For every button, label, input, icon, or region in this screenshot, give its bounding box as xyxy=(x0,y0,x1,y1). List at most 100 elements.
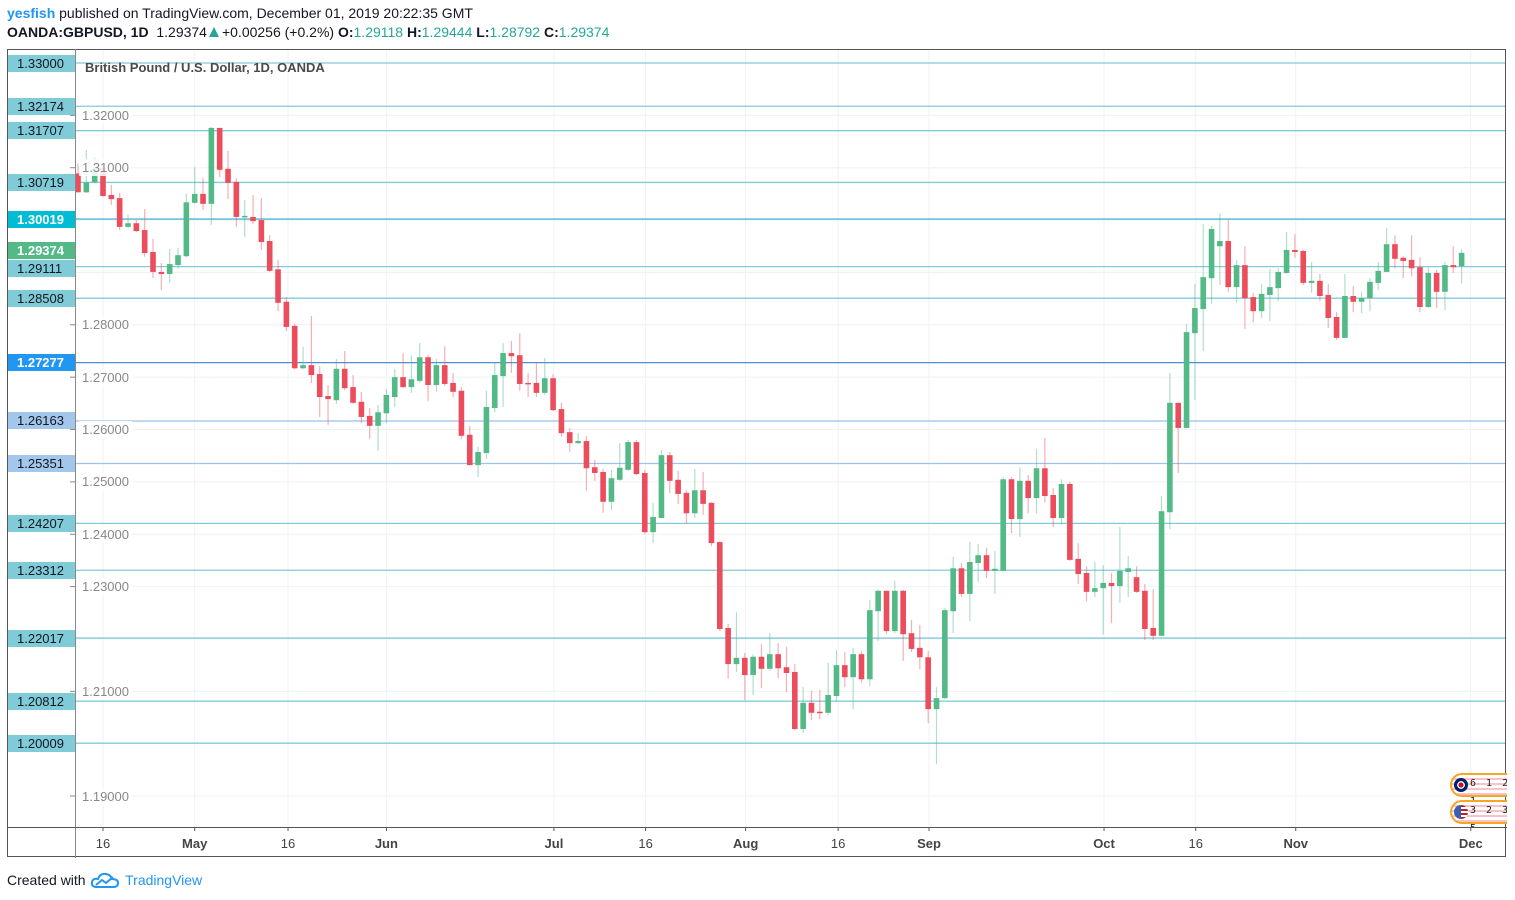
price-level-label[interactable]: 1.29111 xyxy=(8,260,75,278)
time-tick-label: Jul xyxy=(544,836,564,851)
candle-body xyxy=(1450,265,1457,268)
candle-down xyxy=(808,690,815,721)
candle-body xyxy=(1125,568,1132,572)
candle-body xyxy=(700,490,706,504)
candle-body xyxy=(491,375,498,409)
candle-body xyxy=(1442,265,1448,292)
price-level-label[interactable]: 1.22017 xyxy=(8,629,75,647)
candle-down xyxy=(533,363,540,398)
price-level-label[interactable]: 1.28508 xyxy=(8,289,75,307)
candle-body xyxy=(325,396,331,400)
candle-body xyxy=(733,657,740,665)
candle-down xyxy=(525,372,531,398)
candle-down xyxy=(316,366,323,417)
candle-body xyxy=(508,353,515,357)
candle-body xyxy=(908,633,915,649)
candle-body xyxy=(742,657,748,676)
candle-body xyxy=(1283,249,1290,273)
candle-down xyxy=(266,235,273,272)
candle-up xyxy=(1267,268,1273,322)
price-level-label[interactable]: 1.30719 xyxy=(8,173,75,191)
price-level-label[interactable]: 1.26163 xyxy=(8,412,75,430)
candle-body xyxy=(608,478,615,502)
candle-body xyxy=(241,215,248,218)
candle-body xyxy=(1358,298,1365,302)
candle-body xyxy=(867,610,873,680)
candle-up xyxy=(175,247,181,269)
price-level-label[interactable]: 1.31707 xyxy=(8,122,75,140)
candle-up xyxy=(608,469,615,511)
candle-body xyxy=(566,432,573,444)
last-price-label[interactable]: 1.29374 xyxy=(8,242,75,260)
candle-down xyxy=(1433,269,1440,309)
candle-body xyxy=(1275,271,1282,289)
up-arrow-icon xyxy=(208,27,219,37)
price-level-label[interactable]: 1.27277 xyxy=(8,354,75,372)
candle-up xyxy=(975,544,981,582)
candle-body xyxy=(1108,582,1115,587)
candle-body xyxy=(166,264,173,275)
price-level-label[interactable]: 1.33000 xyxy=(8,54,75,72)
candle-down xyxy=(783,646,790,693)
close-value: 1.29374 xyxy=(558,24,610,40)
price-tick-label: 1.27000 xyxy=(79,368,132,386)
candle-up xyxy=(1442,261,1448,311)
price-level-label[interactable]: 1.30019 xyxy=(8,210,75,228)
candle-down xyxy=(350,375,356,404)
price-tick-label: 1.19000 xyxy=(79,787,132,805)
price-tick-label: 1.24000 xyxy=(79,525,132,543)
candle-down xyxy=(550,374,556,412)
candle-down xyxy=(775,643,781,679)
candle-up xyxy=(1458,249,1465,284)
price-level-label[interactable]: 1.25351 xyxy=(8,455,75,472)
candle-down xyxy=(1333,312,1340,340)
price-level-label[interactable]: 1.23312 xyxy=(8,561,75,579)
us-flag-icon xyxy=(1454,805,1468,819)
candle-body xyxy=(450,382,456,392)
candle-body xyxy=(175,255,181,266)
us-event-marker[interactable]: 3 2 3 7 5 xyxy=(1450,800,1507,827)
candle-down xyxy=(641,469,648,535)
candle-body xyxy=(533,382,540,393)
price-level-label[interactable]: 1.20812 xyxy=(8,692,75,710)
candle-body xyxy=(266,241,273,271)
time-tick-label: Aug xyxy=(732,836,759,851)
candle-up xyxy=(942,608,948,700)
candle-body xyxy=(1417,267,1423,307)
candle-down xyxy=(1392,235,1398,269)
candle-up xyxy=(1192,283,1198,401)
candle-body xyxy=(833,665,840,697)
candle-body xyxy=(250,216,256,222)
price-level-label[interactable]: 1.32174 xyxy=(8,97,75,115)
candle-up xyxy=(1017,467,1023,537)
candle-body xyxy=(1300,250,1307,283)
candle-body xyxy=(967,561,973,594)
candle-down xyxy=(716,541,723,632)
candle-up xyxy=(241,200,248,237)
candle-body xyxy=(1383,244,1390,272)
candle-down xyxy=(358,391,365,424)
candle-body xyxy=(650,516,656,533)
uk-event-marker[interactable]: 6 1 2 4 1 xyxy=(1450,773,1507,807)
candle-up xyxy=(1383,227,1390,272)
candle-up xyxy=(825,663,831,715)
candle-down xyxy=(700,471,706,515)
candle-down xyxy=(1225,220,1232,292)
high-value: 1.29444 xyxy=(421,24,473,40)
candle-body xyxy=(725,627,731,665)
price-level-label[interactable]: 1.20009 xyxy=(8,734,75,752)
candle-body xyxy=(1233,265,1240,288)
price-tick-label: 1.28000 xyxy=(79,316,132,334)
publisher-link[interactable]: yesfish xyxy=(7,5,56,21)
economic-events[interactable]: 6 1 2 4 1 3 2 3 7 5 xyxy=(1450,771,1507,827)
time-tick-label: Jun xyxy=(374,836,398,851)
candle-body xyxy=(550,378,556,411)
candle-up xyxy=(333,358,340,404)
candle-down xyxy=(108,184,115,205)
tradingview-link[interactable]: TradingView xyxy=(125,872,203,888)
candle-up xyxy=(625,439,631,471)
candle-body xyxy=(341,368,348,389)
price-level-label[interactable]: 1.24207 xyxy=(8,514,75,532)
candle-body xyxy=(1050,494,1056,519)
open-value: 1.29118 xyxy=(353,24,404,40)
